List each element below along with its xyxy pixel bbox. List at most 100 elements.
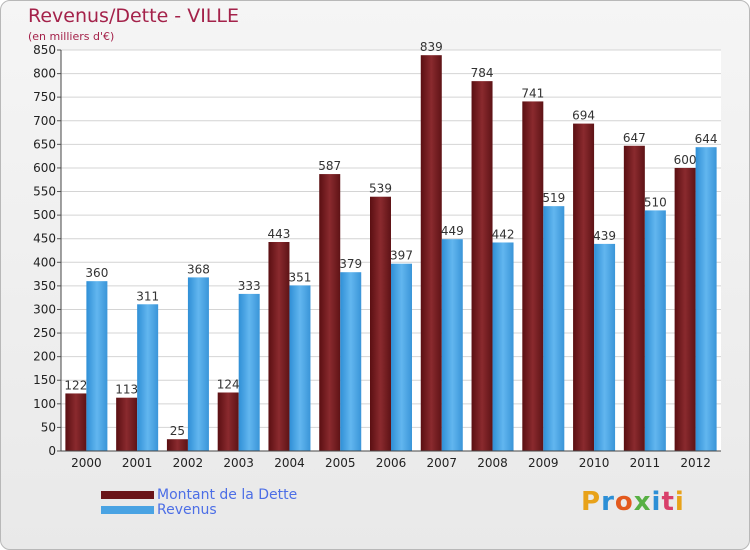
legend-item-debt: Montant de la Dette bbox=[101, 486, 298, 503]
bar-revenus bbox=[238, 293, 260, 451]
y-tick-label: 500 bbox=[33, 208, 56, 222]
bar-revenus bbox=[86, 281, 108, 451]
data-label-dette: 694 bbox=[572, 109, 595, 123]
bar-revenus bbox=[441, 239, 463, 451]
x-tick-label: 2006 bbox=[376, 456, 407, 470]
bar-dette bbox=[319, 174, 341, 452]
x-tick-label: 2000 bbox=[71, 456, 102, 470]
y-tick-label: 300 bbox=[33, 302, 56, 316]
data-label-dette: 741 bbox=[521, 86, 544, 100]
bar-dette bbox=[268, 242, 290, 451]
bar-dette bbox=[65, 393, 87, 451]
y-tick-label: 650 bbox=[33, 137, 56, 151]
x-tick-label: 2009 bbox=[528, 456, 559, 470]
bar-dette bbox=[370, 196, 391, 451]
y-tick-label: 750 bbox=[33, 90, 56, 104]
legend-swatch-debt bbox=[101, 490, 154, 499]
logo-letter: r bbox=[601, 487, 615, 517]
y-tick-label: 250 bbox=[33, 326, 56, 340]
y-tick-label: 0 bbox=[48, 444, 56, 458]
bar-dette bbox=[166, 439, 188, 451]
y-tick-label: 550 bbox=[33, 185, 56, 199]
data-label-revenus: 360 bbox=[85, 266, 108, 280]
bar-dette bbox=[623, 145, 645, 451]
x-tick-label: 2005 bbox=[325, 456, 356, 470]
logo-letter: P bbox=[581, 487, 602, 517]
bar-revenus bbox=[492, 242, 514, 451]
bar-revenus bbox=[594, 243, 616, 451]
data-label-revenus: 351 bbox=[289, 270, 312, 284]
bar-revenus bbox=[289, 285, 311, 451]
data-label-revenus: 439 bbox=[593, 229, 616, 243]
logo-letter: i bbox=[651, 487, 662, 517]
bar-revenus bbox=[137, 304, 159, 451]
data-label-revenus: 333 bbox=[238, 279, 261, 293]
legend-label-revenus: Revenus bbox=[157, 501, 217, 518]
bar-revenus bbox=[695, 147, 717, 451]
y-tick-label: 200 bbox=[33, 350, 56, 364]
chart-title: Revenus/Dette - VILLE bbox=[28, 5, 239, 27]
y-tick-label: 350 bbox=[33, 279, 56, 293]
bar-dette bbox=[420, 55, 442, 451]
data-label-dette: 587 bbox=[318, 159, 341, 173]
x-tick-label: 2004 bbox=[274, 456, 305, 470]
y-tick-label: 50 bbox=[41, 420, 56, 434]
bar-dette bbox=[217, 392, 239, 451]
logo-letter: i bbox=[674, 487, 685, 517]
data-label-dette: 839 bbox=[420, 40, 443, 54]
data-label-dette: 784 bbox=[471, 66, 494, 80]
bar-revenus bbox=[391, 263, 412, 451]
data-label-revenus: 449 bbox=[441, 224, 464, 238]
proxiti-logo[interactable]: Proxiti bbox=[581, 487, 685, 517]
bar-revenus bbox=[340, 272, 362, 451]
data-label-dette: 113 bbox=[115, 383, 138, 397]
bar-dette bbox=[573, 123, 595, 452]
data-label-dette: 443 bbox=[268, 227, 291, 241]
x-tick-label: 2008 bbox=[477, 456, 508, 470]
bar-dette bbox=[674, 167, 696, 452]
x-tick-label: 2010 bbox=[579, 456, 610, 470]
legend-swatch-revenus bbox=[101, 505, 154, 514]
logo-letter: t bbox=[661, 487, 675, 517]
data-label-revenus: 379 bbox=[339, 257, 362, 271]
y-tick-label: 800 bbox=[33, 67, 56, 81]
data-label-dette: 122 bbox=[64, 378, 87, 392]
x-tick-label: 2001 bbox=[122, 456, 153, 470]
y-tick-label: 100 bbox=[33, 397, 56, 411]
data-label-revenus: 519 bbox=[542, 191, 565, 205]
chart-legend: Montant de la Dette Revenus bbox=[101, 486, 298, 518]
bar-revenus bbox=[543, 206, 565, 451]
bar-revenus bbox=[187, 277, 209, 451]
y-tick-label: 600 bbox=[33, 161, 56, 175]
y-tick-label: 850 bbox=[33, 43, 56, 57]
x-tick-label: 2007 bbox=[426, 456, 457, 470]
data-label-dette: 124 bbox=[217, 378, 240, 392]
logo-letter: o bbox=[614, 487, 634, 517]
data-label-dette: 600 bbox=[674, 153, 697, 167]
logo-letter: x bbox=[633, 487, 652, 517]
data-label-revenus: 442 bbox=[492, 227, 515, 241]
data-label-dette: 25 bbox=[170, 424, 185, 438]
x-tick-label: 2003 bbox=[223, 456, 254, 470]
legend-item-revenus: Revenus bbox=[101, 501, 297, 518]
bar-dette bbox=[116, 397, 138, 451]
x-tick-label: 2012 bbox=[680, 456, 711, 470]
legend-label-debt: Montant de la Dette bbox=[157, 486, 298, 503]
y-tick-label: 150 bbox=[33, 373, 56, 387]
bar-revenus bbox=[644, 210, 666, 451]
data-label-dette: 539 bbox=[369, 182, 392, 196]
data-label-revenus: 397 bbox=[390, 249, 413, 263]
y-tick-label: 400 bbox=[33, 255, 56, 269]
x-tick-label: 2002 bbox=[173, 456, 204, 470]
y-tick-label: 700 bbox=[33, 114, 56, 128]
data-label-revenus: 644 bbox=[695, 132, 718, 146]
data-label-dette: 647 bbox=[623, 131, 646, 145]
data-label-revenus: 510 bbox=[644, 195, 667, 209]
bar-dette bbox=[522, 101, 544, 451]
chart-subtitle: (en milliers d'€) bbox=[28, 30, 115, 43]
bar-dette bbox=[471, 81, 493, 451]
data-label-revenus: 368 bbox=[187, 262, 210, 276]
data-label-revenus: 311 bbox=[136, 289, 159, 303]
